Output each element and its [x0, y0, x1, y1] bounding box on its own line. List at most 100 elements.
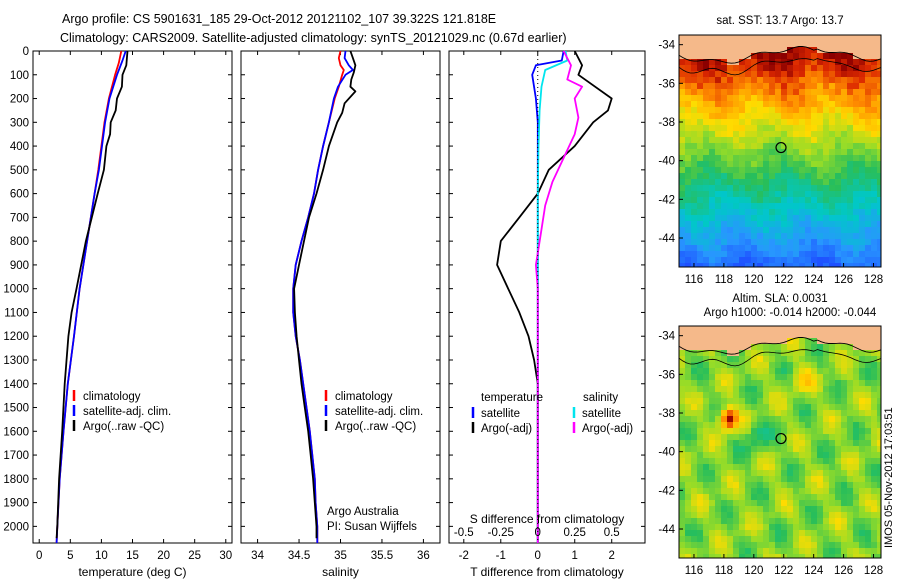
map-cell: [865, 89, 872, 96]
y-tick-label: 1400: [3, 379, 29, 391]
map-cell: [841, 95, 848, 102]
map-cell: [817, 536, 824, 543]
map-cell: [721, 470, 728, 477]
map-cell: [805, 398, 812, 405]
map-cell: [697, 530, 704, 537]
map-cell: [877, 203, 882, 210]
map-cell: [847, 131, 854, 138]
map-cell: [817, 233, 824, 240]
map-cell: [787, 440, 794, 447]
map-cell: [817, 458, 824, 465]
map-cell: [811, 233, 818, 240]
map-cell: [697, 119, 704, 126]
map-cell: [835, 143, 842, 150]
map-cell: [793, 440, 800, 447]
map-cell: [823, 362, 830, 369]
map-cell: [871, 233, 878, 240]
map-cell: [823, 452, 830, 459]
map-cell: [865, 143, 872, 150]
map-cell: [877, 263, 882, 268]
map-cell: [721, 125, 728, 132]
map-cell: [697, 518, 704, 525]
map-cell: [685, 326, 692, 333]
map-cell: [715, 125, 722, 132]
map-cell: [721, 251, 728, 258]
x-tick-label: 118: [715, 565, 733, 577]
map-cell: [787, 197, 794, 204]
map-cell: [871, 422, 878, 429]
map-cell: [787, 191, 794, 198]
map-cell: [721, 119, 728, 126]
map-cell: [793, 452, 800, 459]
map-cell: [877, 35, 882, 42]
map-cell: [829, 95, 836, 102]
map-cell: [853, 494, 860, 501]
map-cell: [799, 143, 806, 150]
map-cell: [805, 107, 812, 114]
map-cell: [727, 326, 734, 333]
map-cell: [757, 137, 764, 144]
map-cell: [805, 458, 812, 465]
map-cell: [745, 416, 752, 423]
x-tick-label: 35: [334, 550, 347, 562]
map-cell: [793, 542, 800, 549]
map-cell: [691, 125, 698, 132]
map-cell: [775, 404, 782, 411]
map-cell: [787, 344, 794, 351]
map-cell: [715, 113, 722, 120]
map-cell: [703, 434, 710, 441]
map-cell: [787, 149, 794, 156]
map-cell: [721, 155, 728, 162]
map-cell: [805, 119, 812, 126]
map-cell: [769, 263, 776, 268]
map-cell: [763, 53, 770, 60]
map-cell: [847, 368, 854, 375]
map-cell: [841, 458, 848, 465]
map-cell: [769, 488, 776, 495]
map-cell: [811, 53, 818, 60]
map-cell: [865, 233, 872, 240]
map-cell: [787, 251, 794, 258]
map-cell: [709, 83, 716, 90]
map-cell: [721, 245, 728, 252]
map-cell: [757, 83, 764, 90]
map-cell: [763, 350, 770, 357]
map-cell: [793, 368, 800, 375]
map-cell: [781, 185, 788, 192]
map-cell: [691, 446, 698, 453]
map-cell: [733, 542, 740, 549]
map-cell: [775, 53, 782, 60]
map-cell: [709, 191, 716, 198]
map-cell: [691, 143, 698, 150]
map-cell: [727, 59, 734, 66]
map-cell: [697, 131, 704, 138]
map-cell: [841, 434, 848, 441]
map-cell: [847, 554, 854, 559]
map-cell: [703, 476, 710, 483]
map-cell: [871, 326, 878, 333]
map-cell: [817, 227, 824, 234]
map-cell: [745, 488, 752, 495]
map-cell: [769, 119, 776, 126]
map-cell: [685, 233, 692, 240]
map-cell: [745, 47, 752, 54]
map-cell: [769, 89, 776, 96]
map-cell: [859, 398, 866, 405]
map-cell: [769, 125, 776, 132]
map-cell: [769, 404, 776, 411]
map-cell: [793, 356, 800, 363]
map-cell: [709, 125, 716, 132]
map-cell: [727, 209, 734, 216]
map-cell: [721, 83, 728, 90]
map-cell: [841, 167, 848, 174]
map-cell: [703, 524, 710, 531]
map-cell: [739, 434, 746, 441]
map-cell: [751, 143, 758, 150]
map-cell: [703, 344, 710, 351]
map-cell: [847, 398, 854, 405]
map-cell: [757, 524, 764, 531]
map-cell: [733, 239, 740, 246]
map-cell: [763, 536, 770, 543]
map-cell: [769, 77, 776, 84]
map-cell: [835, 119, 842, 126]
